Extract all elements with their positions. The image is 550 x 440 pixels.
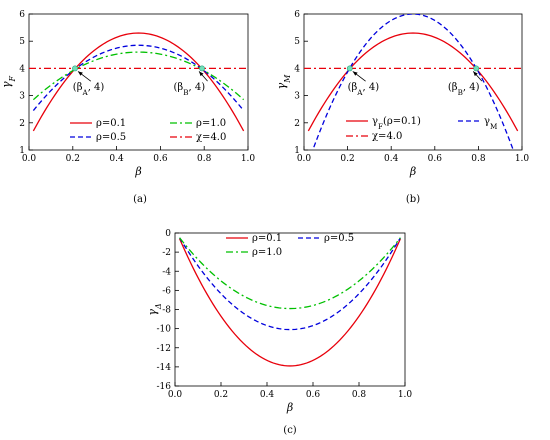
y-axis-label: γF xyxy=(0,75,17,88)
x-tick-label: 0.2 xyxy=(340,154,354,164)
y-tick-label: 4 xyxy=(19,64,25,74)
x-axis-label: β xyxy=(286,401,293,414)
y-tick-label: 1 xyxy=(294,146,300,156)
legend-label: γF(ρ=0.1) xyxy=(372,116,421,131)
legend-label: χ=4.0 xyxy=(196,132,226,143)
series-line xyxy=(179,237,401,310)
panel-c: 0.0 0.2 0.4 0.6 0.8 1.0 -16 -14 -12 -10 -8 -6 -4 -2 0 β… xyxy=(146,229,412,436)
x-tick-label: 0.4 xyxy=(109,154,124,164)
x-tick-label: 0.6 xyxy=(153,154,168,164)
x-tick-label: 0.0 xyxy=(22,154,37,164)
y-axis-label: γM xyxy=(275,74,292,90)
legend-label: ρ=0.5 xyxy=(96,132,126,143)
series-line xyxy=(32,32,245,132)
y-tick-label: -12 xyxy=(157,344,172,354)
plot-frame xyxy=(303,13,523,151)
x-axis-label: β xyxy=(134,165,141,178)
series-line xyxy=(179,237,401,331)
y-tick-label: 3 xyxy=(19,92,25,102)
x-tick-label: 0.0 xyxy=(297,154,312,164)
panel-caption: (b) xyxy=(406,194,420,205)
x-tick-label: 0.6 xyxy=(428,154,443,164)
annotation-label: (βA, 4) xyxy=(348,82,380,97)
legend-label: ρ=0.1 xyxy=(96,118,126,129)
y-tick-label: 5 xyxy=(294,37,300,47)
intersection-point xyxy=(473,65,480,72)
y-tick-label: -14 xyxy=(157,363,172,373)
legend-label: ρ=0.1 xyxy=(252,233,282,244)
y-tick-label: 2 xyxy=(19,119,25,129)
x-tick-label: 0.4 xyxy=(260,390,275,400)
x-tick-label: 1.0 xyxy=(398,390,413,400)
series-line xyxy=(312,14,514,150)
annotation-label: (βB, 4) xyxy=(448,82,480,97)
y-tick-label: -10 xyxy=(157,325,172,335)
legend-label: ρ=1.0 xyxy=(196,118,226,129)
y-tick-label: 6 xyxy=(294,10,300,20)
panel-caption: (a) xyxy=(133,194,147,205)
x-axis-label: β xyxy=(409,165,416,178)
x-tick-label: 0.2 xyxy=(214,390,228,400)
y-tick-label: -6 xyxy=(162,286,171,296)
y-tick-label: 6 xyxy=(19,10,25,20)
panel-caption: (c) xyxy=(283,425,297,436)
legend-label: ρ=1.0 xyxy=(252,247,282,258)
x-tick-label: 0.0 xyxy=(168,390,183,400)
series-line xyxy=(307,32,519,132)
legend-label: χ=4.0 xyxy=(372,131,402,142)
annotation-label: (βB, 4) xyxy=(174,82,206,97)
intersection-point xyxy=(72,65,78,72)
x-tick-label: 0.8 xyxy=(471,154,486,164)
series-line xyxy=(32,44,245,111)
y-axis-label: γΔ xyxy=(146,303,163,315)
x-tick-label: 0.8 xyxy=(352,390,367,400)
x-tick-label: 0.4 xyxy=(384,154,399,164)
x-tick-label: 0.6 xyxy=(306,390,321,400)
y-tick-label: 2 xyxy=(294,119,300,129)
x-tick-label: 0.8 xyxy=(197,154,212,164)
x-tick-label: 1.0 xyxy=(515,154,530,164)
legend-label: ρ=0.5 xyxy=(324,233,354,244)
y-tick-label: 5 xyxy=(19,37,25,47)
y-tick-label: -2 xyxy=(162,248,171,258)
y-tick-label: 0 xyxy=(165,229,171,239)
y-tick-label: -4 xyxy=(162,267,171,277)
y-tick-label: -8 xyxy=(162,306,171,316)
annotation-label: (βA, 4) xyxy=(73,82,105,97)
plot-frame xyxy=(174,232,406,387)
x-tick-label: 0.2 xyxy=(66,154,80,164)
plot-frame xyxy=(28,13,249,151)
panel-a: 0.0 0.2 0.4 0.6 0.8 1.0 1 2 3 4 5 6 β γF (βA, 4) (βB, 4… xyxy=(0,10,255,205)
intersection-point xyxy=(346,65,353,72)
series-line xyxy=(32,51,245,101)
panel-b: 0.0 0.2 0.4 0.6 0.8 1.0 1 2 3 4 5 6 β γM (βA, 4) (βB, 4… xyxy=(275,10,529,205)
y-tick-label: 1 xyxy=(19,146,25,156)
legend-label: γM xyxy=(484,116,497,131)
annotation-arrow-head xyxy=(352,71,358,76)
intersection-point xyxy=(199,65,205,72)
series-line xyxy=(179,238,401,367)
annotation-arrow-head xyxy=(199,71,204,77)
annotation-arrow-head xyxy=(473,71,478,77)
y-tick-label: -16 xyxy=(157,382,172,392)
y-tick-label: 4 xyxy=(294,64,300,74)
x-tick-label: 1.0 xyxy=(241,154,256,164)
y-tick-label: 3 xyxy=(294,92,300,102)
annotation-arrow-head xyxy=(77,71,83,76)
